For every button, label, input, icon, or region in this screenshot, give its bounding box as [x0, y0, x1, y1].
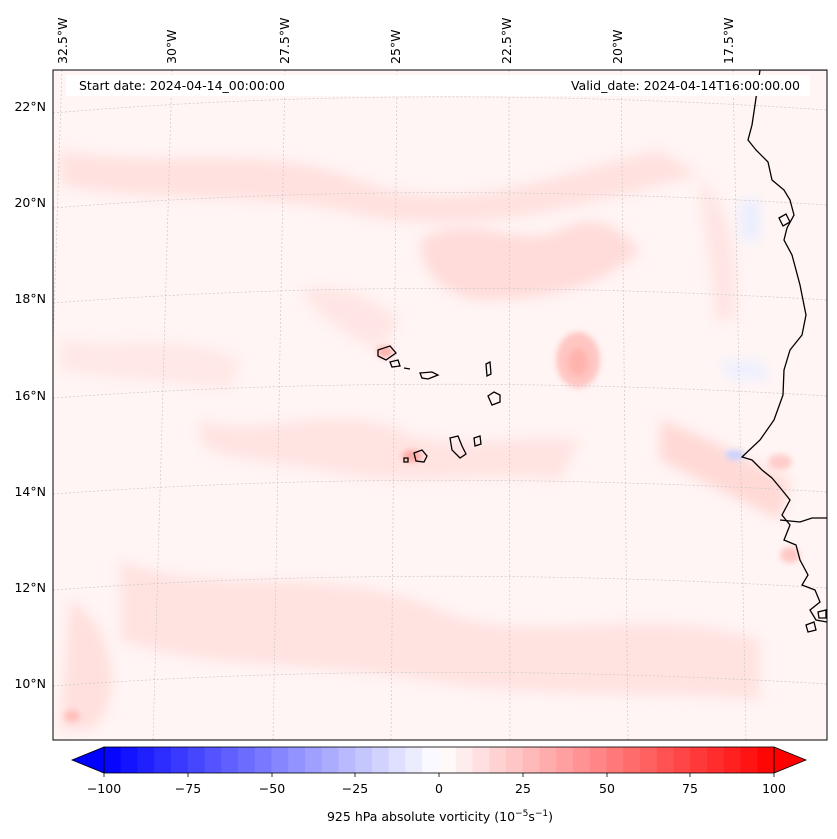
longitude-labels: 32.5°W 30°W 27.5°W 25°W 22.5°W 20°W 17.5… — [55, 18, 736, 64]
colorbar-swatch — [690, 747, 708, 773]
colorbar-swatch — [388, 747, 407, 773]
start-date-label: Start date: 2024-04-14_00:00:00 — [79, 78, 285, 93]
colorbar-swatch — [723, 747, 742, 773]
colorbar-swatch — [405, 747, 423, 773]
vorticity-maxima — [64, 332, 800, 722]
colorbar-swatch — [589, 747, 608, 773]
colorbar-tick-label: 50 — [599, 781, 615, 796]
bijagos-islet-1 — [805, 621, 817, 633]
africa-coastline — [740, 70, 827, 623]
cape-verde-sal — [485, 360, 492, 378]
lon-label: 30°W — [164, 29, 179, 64]
lon-label: 20°W — [610, 29, 625, 64]
colorbar-tick-label: −50 — [259, 781, 285, 796]
cape-verde-brava — [403, 457, 409, 463]
cape-verde-santo-antao — [377, 345, 397, 361]
colorbar-swatch — [120, 747, 139, 773]
colorbar-swatch — [439, 747, 457, 773]
lat-label: 14°N — [14, 484, 46, 499]
latitude-labels: 22°N 20°N 18°N 16°N 14°N 12°N 10°N — [14, 99, 46, 691]
colorbar-tick-label: −75 — [175, 781, 201, 796]
gambia-river — [779, 517, 827, 523]
colorbar-swatch — [104, 747, 122, 773]
lat-label: 18°N — [14, 291, 46, 306]
cape-verde-santa-luzia — [403, 367, 411, 370]
graticule — [53, 70, 827, 740]
colorbar-label: 925 hPa absolute vorticity (10−5s−1) — [327, 809, 553, 824]
colorbar-tick-label: 100 — [762, 781, 786, 796]
colorbar-swatch — [489, 747, 507, 773]
colorbar-swatch — [522, 747, 541, 773]
cape-verde-fogo — [413, 449, 428, 463]
cape-verde-santiago — [449, 435, 467, 459]
map-panel: Start date: 2024-04-14_00:00:00 Valid_da… — [53, 70, 827, 740]
colorbar-swatch — [673, 747, 691, 773]
colorbar-swatch — [707, 747, 725, 773]
colorbar-swatch — [556, 747, 574, 773]
colorbar-swatch — [154, 747, 172, 773]
colorbar-swatch — [171, 747, 189, 773]
colorbar-swatch — [355, 747, 373, 773]
cape-verde-sao-vicente — [389, 359, 401, 368]
colorbar-swatch — [506, 747, 524, 773]
colorbar-swatch — [623, 747, 641, 773]
colorbar-swatch — [238, 747, 256, 773]
colorbar-swatch — [221, 747, 239, 773]
colorbar-swatch — [573, 747, 591, 773]
lon-label: 22.5°W — [499, 18, 514, 64]
colorbar-max-extend-arrow — [773, 746, 808, 774]
colorbar-swatch — [472, 747, 490, 773]
colorbar-ticks — [103, 773, 775, 777]
colorbar-swatch — [204, 747, 222, 773]
valid-date-label: Valid_date: 2024-04-14T16:00:00.00 — [571, 78, 800, 93]
colorbar-swatches — [104, 747, 775, 773]
lon-label: 32.5°W — [55, 18, 70, 64]
cape-verde-maio — [473, 435, 482, 447]
colorbar-min-extend-arrow — [70, 746, 105, 774]
colorbar-swatch — [254, 747, 273, 773]
date-banner — [66, 75, 810, 96]
colorbar-swatch — [422, 747, 440, 773]
colorbar-swatch — [288, 747, 306, 773]
lat-label: 12°N — [14, 580, 46, 595]
colorbar-swatch — [187, 747, 206, 773]
bijagos-islet-2 — [817, 609, 827, 619]
colorbar-swatch — [305, 747, 323, 773]
lat-label: 22°N — [14, 99, 46, 114]
colorbar: −100 −75 −50 −25 0 25 50 75 100 925 hPa … — [70, 746, 808, 824]
colorbar-swatch — [137, 747, 155, 773]
colorbar-swatch — [321, 747, 340, 773]
colorbar-swatch — [338, 747, 356, 773]
colorbar-tick-label: −100 — [87, 781, 121, 796]
colorbar-swatch — [271, 747, 289, 773]
colorbar-swatch — [640, 747, 658, 773]
cape-verde-boa-vista — [487, 391, 501, 406]
colorbar-swatch — [740, 747, 758, 773]
colorbar-swatch — [606, 747, 624, 773]
colorbar-tick-label: 0 — [435, 781, 443, 796]
colorbar-swatch — [372, 747, 390, 773]
cape-verde-sao-nicolau — [419, 371, 440, 380]
lat-label: 10°N — [14, 676, 46, 691]
vorticity-field-shading — [60, 150, 790, 730]
colorbar-tick-label: −25 — [342, 781, 368, 796]
coastlines — [377, 70, 827, 633]
colorbar-tick-labels: −100 −75 −50 −25 0 25 50 75 100 — [87, 781, 786, 796]
canary-banc-islet — [778, 213, 791, 227]
colorbar-tick-label: 75 — [682, 781, 698, 796]
colorbar-swatch — [455, 747, 474, 773]
colorbar-tick-label: 25 — [515, 781, 531, 796]
lon-label: 25°W — [388, 29, 403, 64]
colorbar-swatch — [757, 747, 775, 773]
colorbar-swatch — [656, 747, 675, 773]
lon-label: 27.5°W — [277, 18, 292, 64]
lat-label: 20°N — [14, 195, 46, 210]
lat-label: 16°N — [14, 388, 46, 403]
lon-label: 17.5°W — [721, 18, 736, 64]
colorbar-swatch — [539, 747, 557, 773]
map-frame — [52, 69, 828, 741]
